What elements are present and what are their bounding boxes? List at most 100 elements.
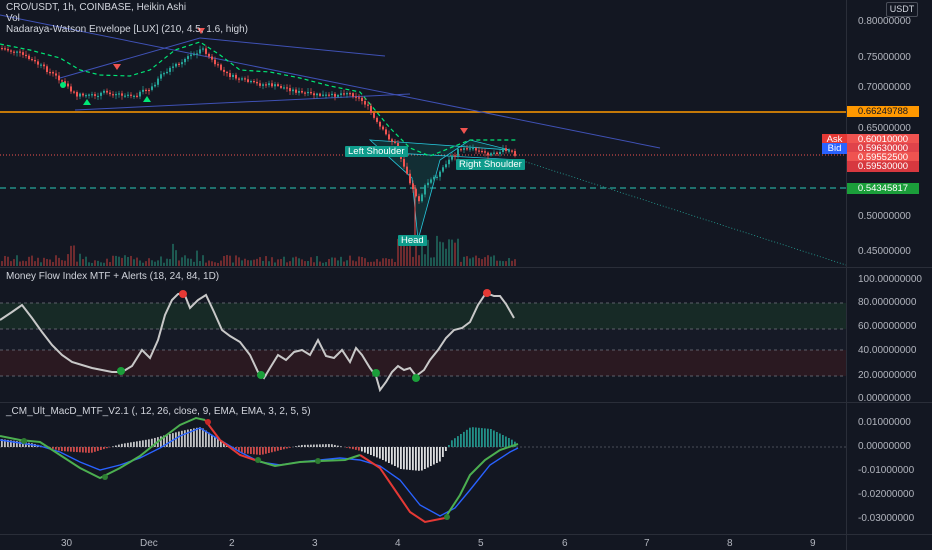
candle[interactable] bbox=[382, 126, 384, 130]
candle[interactable] bbox=[220, 64, 222, 70]
trendline-lower[interactable] bbox=[74, 93, 411, 111]
candle[interactable] bbox=[103, 90, 105, 93]
candle[interactable] bbox=[439, 171, 441, 177]
candle[interactable] bbox=[223, 69, 225, 72]
candle[interactable] bbox=[205, 48, 207, 54]
candle[interactable] bbox=[349, 93, 351, 95]
candle[interactable] bbox=[502, 148, 504, 152]
candle[interactable] bbox=[505, 148, 507, 151]
candle[interactable] bbox=[409, 173, 411, 184]
candle[interactable] bbox=[16, 51, 18, 53]
candle[interactable] bbox=[34, 60, 36, 62]
candle[interactable] bbox=[280, 85, 282, 88]
candle[interactable] bbox=[463, 148, 465, 150]
candle[interactable] bbox=[178, 63, 180, 66]
right-shoulder-label[interactable]: Right Shoulder bbox=[456, 159, 525, 170]
candle[interactable] bbox=[472, 148, 474, 150]
candle[interactable] bbox=[181, 62, 183, 65]
candle[interactable] bbox=[298, 91, 300, 93]
candle[interactable] bbox=[454, 155, 456, 157]
candle[interactable] bbox=[175, 63, 177, 67]
candle[interactable] bbox=[412, 183, 414, 190]
candle[interactable] bbox=[466, 148, 468, 150]
candle[interactable] bbox=[172, 66, 174, 68]
candle[interactable] bbox=[85, 95, 87, 97]
candle[interactable] bbox=[238, 78, 240, 80]
candle[interactable] bbox=[142, 89, 144, 92]
candle[interactable] bbox=[406, 166, 408, 174]
trendline-upper-right[interactable] bbox=[199, 37, 386, 57]
candle[interactable] bbox=[319, 93, 321, 96]
candle[interactable] bbox=[226, 71, 228, 74]
candle[interactable] bbox=[313, 93, 315, 96]
candle[interactable] bbox=[151, 86, 153, 90]
candle[interactable] bbox=[325, 94, 327, 96]
candle[interactable] bbox=[121, 93, 123, 96]
candle[interactable] bbox=[61, 80, 63, 82]
candle[interactable] bbox=[241, 78, 243, 80]
candle[interactable] bbox=[334, 93, 336, 97]
candle[interactable] bbox=[430, 179, 432, 183]
macd-line-mid[interactable] bbox=[254, 454, 361, 468]
candle[interactable] bbox=[232, 74, 234, 77]
candle[interactable] bbox=[202, 48, 204, 50]
candle[interactable] bbox=[166, 71, 168, 74]
candle[interactable] bbox=[481, 150, 483, 153]
trendline-long[interactable] bbox=[0, 14, 661, 149]
candle[interactable] bbox=[415, 189, 417, 197]
candle[interactable] bbox=[247, 79, 249, 82]
candle[interactable] bbox=[295, 89, 297, 93]
candle[interactable] bbox=[256, 81, 258, 84]
candle[interactable] bbox=[514, 151, 516, 156]
candle[interactable] bbox=[211, 56, 213, 60]
candle[interactable] bbox=[31, 58, 33, 61]
candle[interactable] bbox=[214, 59, 216, 65]
candle[interactable] bbox=[49, 72, 51, 74]
candle[interactable] bbox=[70, 86, 72, 92]
volume-legend[interactable]: Vol bbox=[6, 13, 20, 24]
candle[interactable] bbox=[373, 112, 375, 118]
candle[interactable] bbox=[46, 66, 48, 73]
candle[interactable] bbox=[337, 94, 339, 97]
candle[interactable] bbox=[361, 97, 363, 102]
candle[interactable] bbox=[304, 92, 306, 94]
macd-legend[interactable]: _CM_Ult_MacD_MTF_V2.1 (, 12, 26, close, … bbox=[6, 406, 311, 417]
candle[interactable] bbox=[388, 134, 390, 140]
candle[interactable] bbox=[64, 81, 66, 84]
pane-separator[interactable] bbox=[0, 267, 932, 268]
candle[interactable] bbox=[346, 93, 348, 95]
pane-separator[interactable] bbox=[0, 402, 932, 403]
candle[interactable] bbox=[250, 80, 252, 83]
candle[interactable] bbox=[355, 96, 357, 98]
candle[interactable] bbox=[427, 182, 429, 186]
candle[interactable] bbox=[118, 93, 120, 95]
candle[interactable] bbox=[490, 153, 492, 156]
candle[interactable] bbox=[496, 152, 498, 155]
candle[interactable] bbox=[76, 92, 78, 97]
candle[interactable] bbox=[277, 84, 279, 86]
candle[interactable] bbox=[289, 88, 291, 92]
candle[interactable] bbox=[385, 129, 387, 135]
candle[interactable] bbox=[19, 51, 21, 53]
candle[interactable] bbox=[163, 73, 165, 75]
mfi-legend[interactable]: Money Flow Index MTF + Alerts (18, 24, 8… bbox=[6, 271, 220, 282]
candle[interactable] bbox=[52, 72, 54, 74]
candle[interactable] bbox=[130, 94, 132, 96]
candle[interactable] bbox=[100, 92, 102, 96]
candle[interactable] bbox=[139, 91, 141, 97]
candle[interactable] bbox=[271, 83, 273, 87]
candle[interactable] bbox=[124, 95, 126, 97]
candle[interactable] bbox=[190, 54, 192, 57]
candle[interactable] bbox=[94, 94, 96, 96]
candle[interactable] bbox=[13, 51, 15, 53]
candle[interactable] bbox=[508, 150, 510, 152]
candle[interactable] bbox=[169, 67, 171, 72]
candle[interactable] bbox=[91, 94, 93, 96]
candle[interactable] bbox=[352, 93, 354, 97]
candle[interactable] bbox=[307, 91, 309, 94]
candle[interactable] bbox=[115, 94, 117, 96]
candle[interactable] bbox=[370, 105, 372, 113]
candle[interactable] bbox=[448, 159, 450, 165]
candle[interactable] bbox=[7, 48, 9, 51]
left-shoulder-label[interactable]: Left Shoulder bbox=[345, 146, 408, 157]
